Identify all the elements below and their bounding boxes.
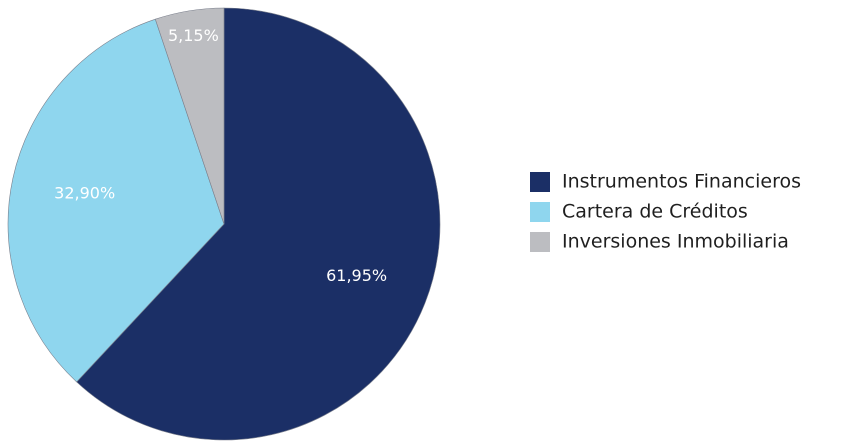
- pie-slice-cartera-de-creditos: [7, 18, 225, 383]
- legend-swatch-cartera-de-creditos: [530, 202, 550, 222]
- slice-label-instrumentos-financieros: 61,95%: [326, 266, 387, 285]
- slice-label-cartera-de-creditos: 32,90%: [54, 183, 115, 202]
- pie-slice-instrumentos-financieros: [76, 7, 441, 441]
- legend: Instrumentos Financieros Cartera de Crédi…: [530, 171, 801, 253]
- legend-swatch-inversiones-inmobiliaria: [530, 232, 550, 252]
- legend-item-inversiones-inmobiliaria: Inversiones Inmobiliaria: [530, 231, 789, 253]
- pie-slices: [7, 7, 441, 441]
- pie-slice-inversiones-inmobiliaria: [154, 7, 225, 225]
- legend-label-inversiones-inmobiliaria: Inversiones Inmobiliaria: [562, 231, 789, 253]
- slice-label-inversiones-inmobiliaria: 5,15%: [168, 26, 219, 45]
- legend-item-cartera-de-creditos: Cartera de Créditos: [530, 201, 748, 223]
- legend-swatch-instrumentos-financieros: [530, 172, 550, 192]
- legend-item-instrumentos-financieros: Instrumentos Financieros: [530, 171, 801, 193]
- legend-label-cartera-de-creditos: Cartera de Créditos: [562, 201, 748, 223]
- legend-label-instrumentos-financieros: Instrumentos Financieros: [562, 171, 801, 193]
- pie-slice-labels: 61,95% 32,90% 5,15%: [54, 26, 387, 285]
